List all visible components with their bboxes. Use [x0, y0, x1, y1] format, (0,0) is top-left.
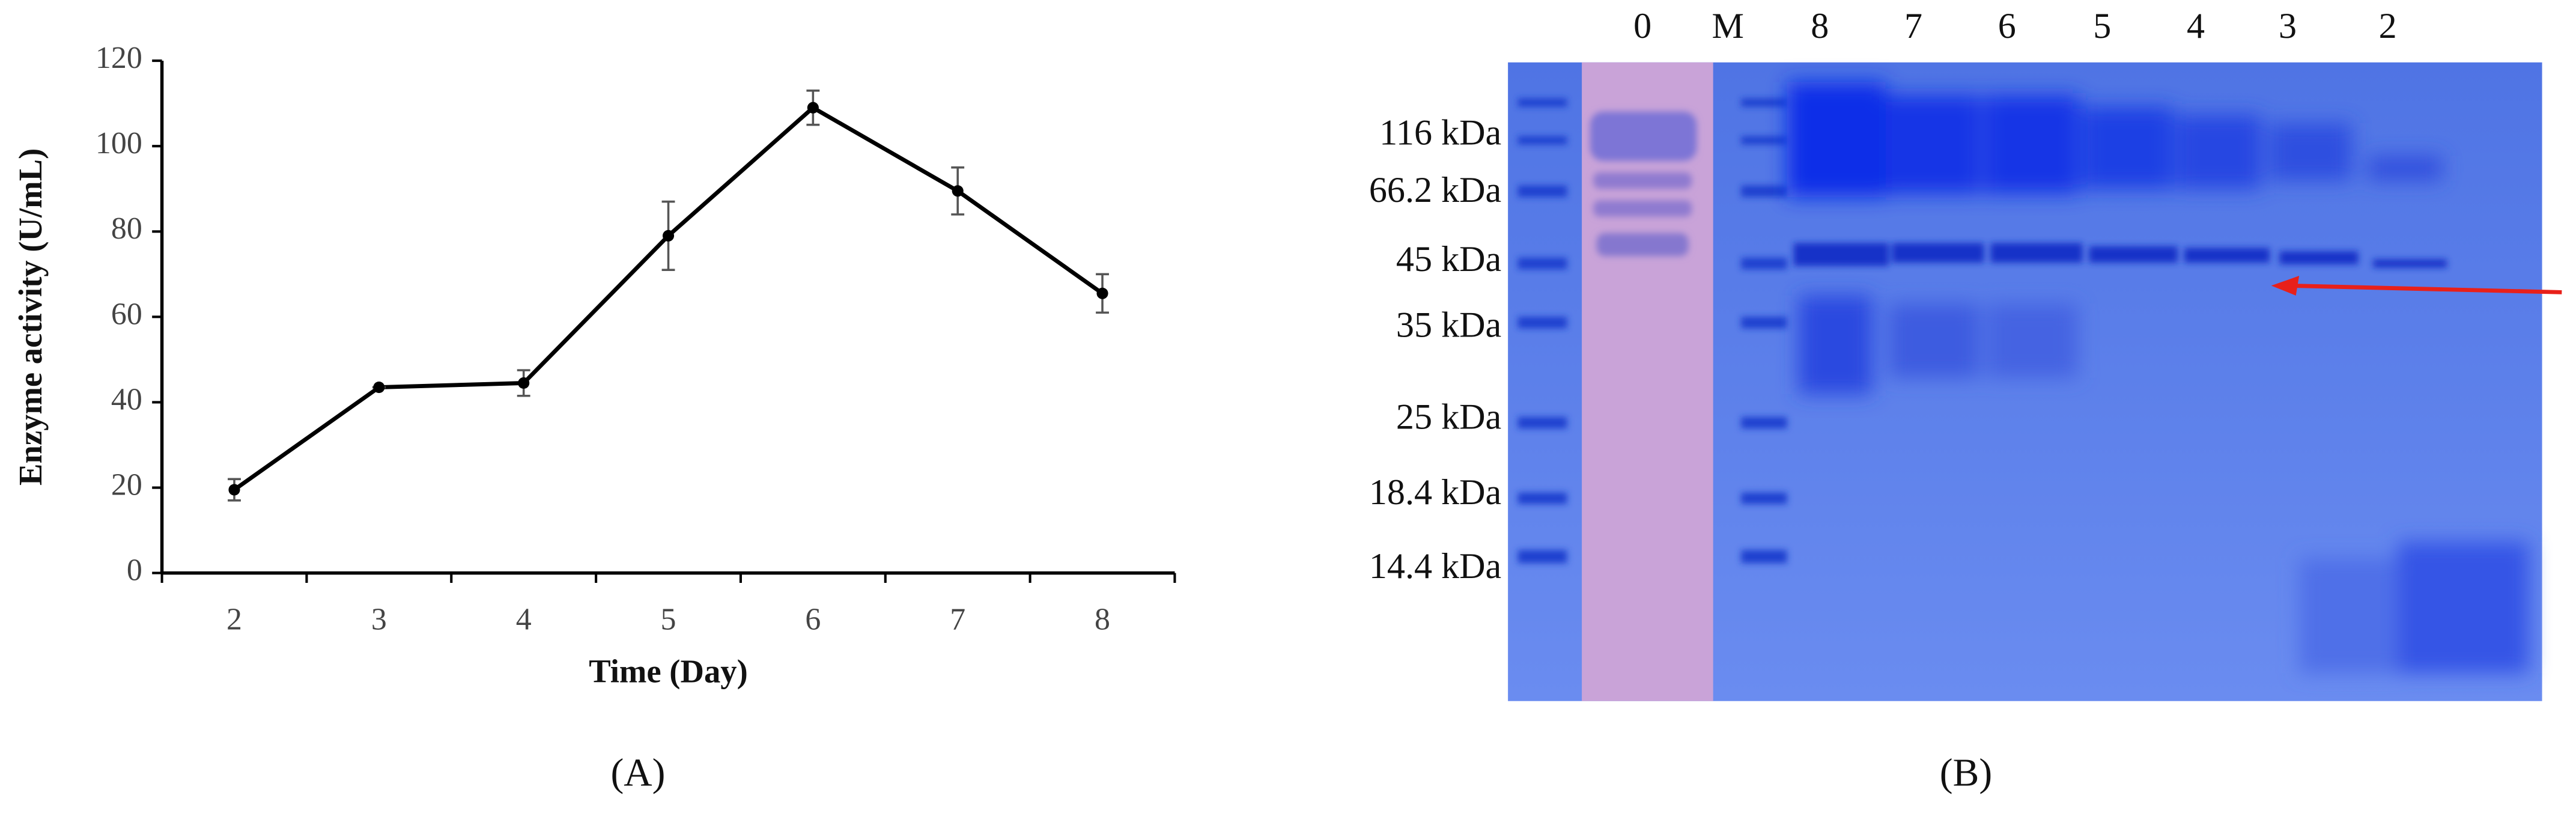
gel-image	[1508, 62, 2562, 701]
lane-0-bands	[1590, 111, 1697, 257]
lane-label: 0	[1633, 6, 1651, 46]
marker-label: 66.2 kDa	[1369, 170, 1501, 210]
sample-smears	[1787, 82, 2529, 674]
lane-label: 5	[2093, 6, 2111, 46]
data-line	[233, 105, 1104, 492]
panel-label: (B)	[1940, 751, 1992, 794]
y-tick-label: 20	[111, 467, 142, 502]
marker-label: 25 kDa	[1396, 397, 1501, 437]
lane-label: 3	[2279, 6, 2297, 46]
lane-label: 6	[1998, 6, 2016, 46]
y-axis-title: Enzyme activity (U/mL)	[12, 148, 49, 486]
y-tick-label: 40	[111, 382, 142, 416]
x-tick-label: 6	[805, 602, 821, 636]
x-tick-label: 5	[661, 602, 676, 636]
arrow	[2271, 276, 2562, 296]
x-tick-label: 4	[516, 602, 532, 636]
x-axis-title: Time (Day)	[589, 653, 747, 690]
data-point	[373, 382, 385, 394]
data-point	[952, 185, 964, 197]
x-tick-label: 2	[226, 602, 242, 636]
target-bands	[1793, 243, 2447, 268]
lane-label: 8	[1811, 6, 1829, 46]
marker-label: 14.4 kDa	[1369, 546, 1501, 586]
data-point	[228, 484, 240, 496]
x-tick-label: 3	[371, 602, 387, 636]
y-tick-label: 60	[111, 297, 142, 331]
data-point	[1096, 287, 1108, 299]
marker-label: 35 kDa	[1396, 305, 1501, 345]
lane-label: M	[1712, 6, 1744, 46]
lane-label: 7	[1904, 6, 1922, 46]
lane-0-strip	[1582, 62, 1713, 701]
y-tick-label: 0	[127, 553, 142, 588]
panel-label: (A)	[610, 751, 665, 794]
marker-bands	[1517, 98, 1787, 564]
x-tick-label: 7	[950, 602, 965, 636]
y-tick-label: 100	[96, 126, 142, 160]
y-tick-label: 120	[96, 41, 142, 75]
lane-label: 4	[2187, 6, 2205, 46]
lane-label: 2	[2379, 6, 2397, 46]
data-point	[662, 230, 675, 242]
y-tick-label: 80	[111, 212, 142, 246]
marker-label: 116 kDa	[1379, 113, 1501, 153]
data-point	[807, 102, 819, 114]
data-point	[518, 377, 530, 389]
marker-label: 45 kDa	[1396, 239, 1501, 279]
marker-label: 18.4 kDa	[1369, 472, 1501, 513]
x-tick-label: 8	[1095, 602, 1110, 636]
